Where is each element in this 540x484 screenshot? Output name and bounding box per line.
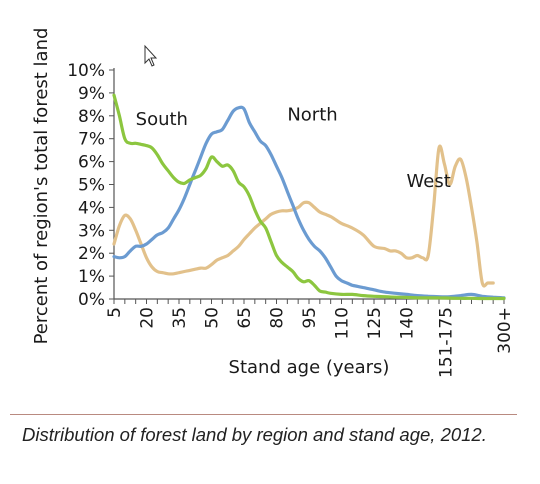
series-label-north: North [287,104,337,125]
mouse-cursor-icon [144,44,158,67]
chart-axes: 0% 1% 2% 3% 4%5% 6% 7% 8% 9% 10% 5 20 35 50 65 80 95 110 1… [67,61,515,378]
series-line-north [112,105,506,300]
y-tick-label: 2% [78,244,105,264]
x-tick-label: 151-175 [437,307,457,378]
y-tick-label: 10% [67,61,105,81]
line-chart: 0% 1% 2% 3% 4%5% 6% 7% 8% 9% 10% 5 20 35 50 65 80 95 110 1… [31,28,515,378]
x-tick-label: 140 [398,307,418,339]
y-tick-label: 0% [78,290,105,310]
x-tick-label: 20 [138,307,158,329]
y-tick-label: 7% [78,130,105,150]
y-axis-label: Percent of region's total forest land [31,28,52,345]
x-tick-label: 80 [268,307,288,329]
chart-series [112,93,506,301]
x-tick-label: 110 [333,307,353,339]
x-tick-label: 50 [203,307,223,329]
series-label-west: West [407,171,451,192]
x-tick-label: 5 [105,307,125,318]
x-tick-label: 35 [170,307,190,329]
x-tick-label: 65 [235,307,255,329]
series-line-west [112,144,495,288]
y-tick-label: 3% [78,221,105,241]
y-tick-label: 5% [78,176,105,196]
x-tick-label: 300+ [495,307,515,354]
y-tick-label: 6% [78,153,105,173]
figure-caption: Distribution of forest land by region an… [22,424,487,445]
series-label-south: South [136,109,188,130]
chart-labels: South North West [136,104,451,191]
y-tick-label: 4% [78,198,105,218]
x-tick-label: 125 [365,307,385,339]
y-tick-label: 8% [78,107,105,127]
caption-divider [10,414,517,415]
x-tick-label: 95 [300,307,320,329]
x-axis-label: Stand age (years) [229,357,390,378]
y-tick-label: 9% [78,84,105,104]
y-tick-label: 1% [78,267,105,287]
series-line-south [112,93,506,301]
